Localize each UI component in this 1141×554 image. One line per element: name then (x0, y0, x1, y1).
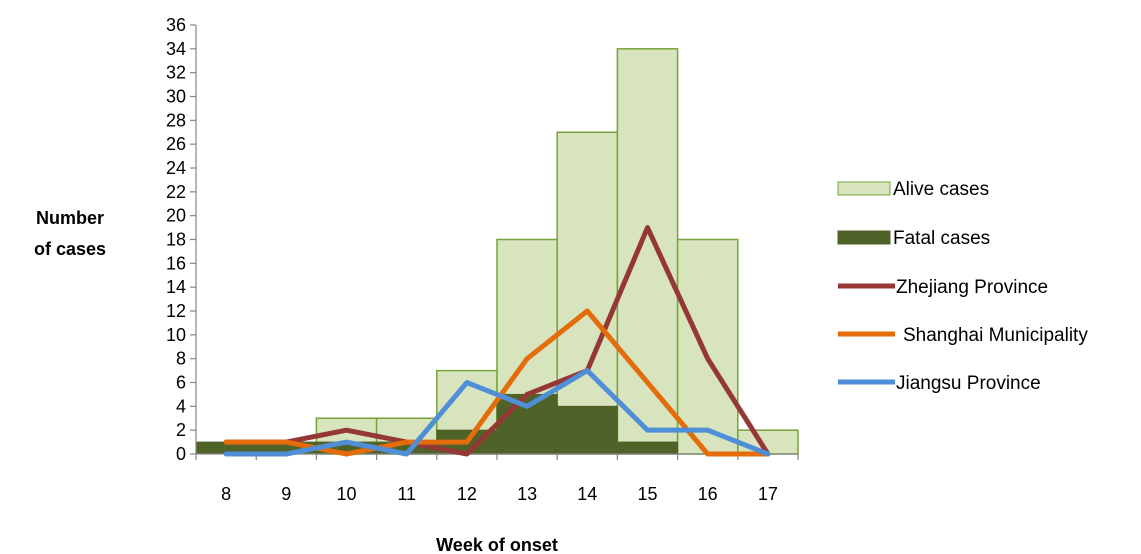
y-tick-label: 30 (166, 87, 186, 107)
alive-cases-bars (315, 48, 799, 455)
province-lines (223, 225, 771, 457)
line-jiangsu-province (223, 368, 771, 457)
y-axis-title-line-2: of cases (34, 239, 106, 259)
y-tick-label: 8 (176, 349, 186, 369)
fatal-bar-week-15 (616, 441, 679, 455)
y-tick-label: 16 (166, 253, 186, 273)
x-tick-label: 12 (457, 484, 477, 504)
legend-swatch-alive-cases (837, 181, 891, 196)
x-axis-title: Week of onset (436, 535, 558, 554)
x-tick-label: 8 (221, 484, 231, 504)
legend: Alive cases Fatal cases Zhejiang Province S… (837, 179, 1088, 394)
y-tick-label: 2 (176, 420, 186, 440)
x-tick-label: 11 (397, 484, 416, 504)
y-tick-label: 6 (176, 373, 186, 393)
line-zhejiang-province (223, 225, 771, 457)
y-tick-label: 12 (166, 301, 186, 321)
axes (190, 24, 799, 460)
x-tick-label: 16 (698, 484, 718, 504)
alive-bar-week-16 (676, 238, 739, 455)
y-tick-label: 26 (166, 134, 186, 154)
x-tick-label: 14 (577, 484, 597, 504)
x-tick-label: 15 (637, 484, 657, 504)
x-tick-label: 13 (517, 484, 537, 504)
x-tick-label: 10 (336, 484, 356, 504)
y-tick-label: 22 (166, 182, 186, 202)
y-tick-label: 34 (166, 39, 186, 59)
legend-swatch-fatal-cases (837, 230, 891, 245)
y-tick-label: 32 (166, 63, 186, 83)
x-tick-label: 17 (758, 484, 778, 504)
legend-label: Alive cases (893, 179, 989, 200)
legend-label: Fatal cases (893, 228, 990, 249)
y-tick-label: 14 (166, 277, 186, 297)
y-tick-label: 18 (166, 230, 186, 250)
y-axis-title-line-1: Number (36, 208, 104, 228)
y-tick-label: 4 (176, 396, 186, 416)
legend-label: Zhejiang Province (896, 277, 1048, 298)
fatal-bar-week-14 (556, 405, 618, 455)
y-tick-label: 24 (166, 158, 186, 178)
y-tick-label: 10 (166, 325, 186, 345)
y-tick-label: 36 (166, 15, 186, 35)
y-tick-label: 28 (166, 110, 186, 130)
fatal-bar-week-13 (496, 393, 558, 455)
legend-label: Jiangsu Province (896, 373, 1041, 394)
alive-bar-week-14 (556, 131, 619, 455)
alive-bar-week-15 (616, 48, 679, 455)
y-tick-label: 20 (166, 206, 186, 226)
x-tick-label: 9 (281, 484, 291, 504)
legend-label: Shanghai Municipality (903, 325, 1088, 346)
y-tick-label: 0 (176, 444, 186, 464)
x-tick-labels: 8 9 10 11 12 13 14 15 16 17 (221, 484, 778, 504)
